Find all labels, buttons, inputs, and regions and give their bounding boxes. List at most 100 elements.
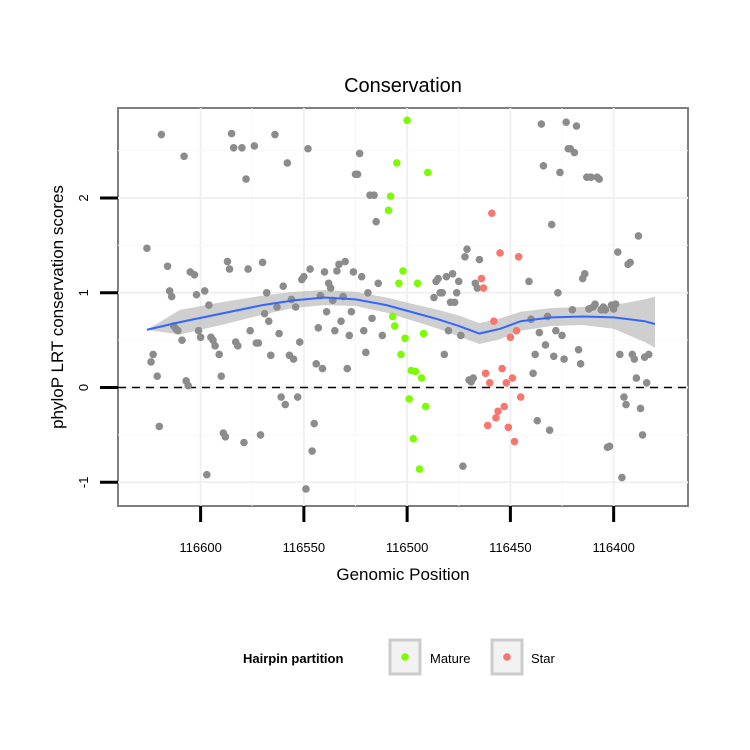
y-tick-label-2: 1 — [76, 289, 91, 296]
point-other-51 — [271, 130, 279, 139]
point-star-10 — [498, 364, 506, 373]
point-other-108 — [440, 350, 449, 359]
point-other-74 — [318, 364, 327, 373]
point-other-52 — [273, 303, 281, 311]
point-other-31 — [223, 257, 232, 266]
confidence-band — [146, 289, 655, 348]
point-star-5 — [488, 209, 496, 217]
point-other-180 — [636, 404, 645, 413]
chart-title: Conservation — [344, 75, 462, 97]
point-other-113 — [450, 298, 459, 307]
point-other-63 — [295, 338, 304, 346]
point-other-36 — [233, 342, 242, 350]
point-other-61 — [291, 303, 300, 311]
points-layer — [143, 116, 653, 493]
point-other-4 — [155, 422, 164, 431]
point-other-172 — [620, 393, 628, 401]
x-axis-title: Genomic Position — [336, 565, 469, 584]
point-other-110 — [444, 326, 453, 335]
point-other-65 — [300, 272, 308, 281]
point-mature-2 — [388, 312, 397, 321]
point-other-41 — [246, 326, 254, 335]
point-star-4 — [485, 379, 494, 387]
point-mature-6 — [397, 350, 405, 359]
point-other-150 — [574, 345, 583, 354]
point-other-33 — [227, 129, 236, 138]
point-other-140 — [554, 288, 562, 297]
point-other-114 — [452, 288, 461, 297]
point-mature-1 — [386, 192, 395, 200]
point-star-6 — [490, 317, 498, 326]
point-other-115 — [454, 277, 463, 286]
point-other-30 — [221, 433, 230, 441]
point-other-57 — [283, 159, 292, 167]
point-other-21 — [200, 287, 209, 295]
point-other-2 — [149, 350, 157, 359]
point-other-101 — [374, 279, 383, 288]
point-other-96 — [364, 288, 372, 297]
point-star-18 — [514, 252, 523, 261]
x-tick-label-0: 116600 — [179, 540, 221, 555]
x-tick-label-2: 116500 — [386, 540, 428, 555]
point-other-88 — [347, 307, 356, 316]
y-tick-label-1: 0 — [76, 384, 91, 391]
point-other-38 — [240, 438, 248, 447]
point-other-62 — [293, 393, 302, 401]
point-other-163 — [601, 306, 610, 314]
point-other-132 — [537, 120, 546, 128]
point-other-27 — [215, 350, 223, 359]
point-other-8 — [167, 292, 176, 301]
point-other-107 — [438, 288, 447, 297]
point-other-11 — [174, 326, 182, 335]
point-mature-5 — [395, 279, 403, 288]
point-star-17 — [512, 326, 521, 335]
point-other-151 — [576, 360, 585, 368]
point-other-70 — [310, 419, 318, 428]
point-other-116 — [457, 331, 465, 340]
point-other-19 — [194, 326, 203, 335]
point-other-17 — [190, 270, 199, 279]
point-other-82 — [335, 260, 343, 269]
point-mature-4 — [393, 159, 401, 167]
point-mature-16 — [417, 374, 426, 382]
point-other-20 — [196, 333, 205, 342]
point-other-175 — [626, 258, 634, 267]
point-other-171 — [618, 473, 626, 482]
point-other-137 — [547, 220, 556, 229]
x-tick-label-3: 116450 — [489, 540, 531, 555]
point-other-102 — [378, 331, 387, 340]
point-star-8 — [494, 407, 502, 416]
point-mature-15 — [415, 465, 424, 473]
point-mature-13 — [411, 367, 420, 376]
point-other-28 — [217, 372, 226, 380]
point-other-124 — [473, 284, 482, 292]
point-other-130 — [533, 416, 542, 425]
legend-label-star: Star — [531, 651, 556, 666]
point-star-13 — [504, 423, 513, 432]
point-other-138 — [549, 352, 558, 361]
point-other-141 — [556, 168, 564, 177]
point-other-134 — [541, 341, 550, 349]
point-other-56 — [281, 400, 290, 409]
point-other-125 — [475, 255, 484, 264]
point-other-5 — [157, 130, 166, 139]
point-other-183 — [642, 379, 651, 387]
point-other-72 — [314, 324, 323, 332]
point-other-69 — [308, 447, 316, 455]
y-tick-label-3: 2 — [76, 194, 91, 201]
point-other-68 — [306, 265, 314, 273]
point-other-71 — [312, 360, 321, 368]
point-star-16 — [510, 437, 519, 446]
legend-label-mature: Mature — [430, 651, 470, 666]
point-other-15 — [184, 381, 193, 390]
point-mature-19 — [423, 168, 432, 177]
point-other-39 — [242, 175, 250, 183]
point-star-14 — [506, 333, 515, 342]
point-other-32 — [225, 265, 234, 273]
point-star-12 — [502, 379, 511, 387]
point-other-44 — [254, 339, 263, 347]
point-star-7 — [492, 414, 500, 422]
point-other-47 — [260, 309, 269, 318]
legend-swatch-mature — [401, 653, 409, 661]
